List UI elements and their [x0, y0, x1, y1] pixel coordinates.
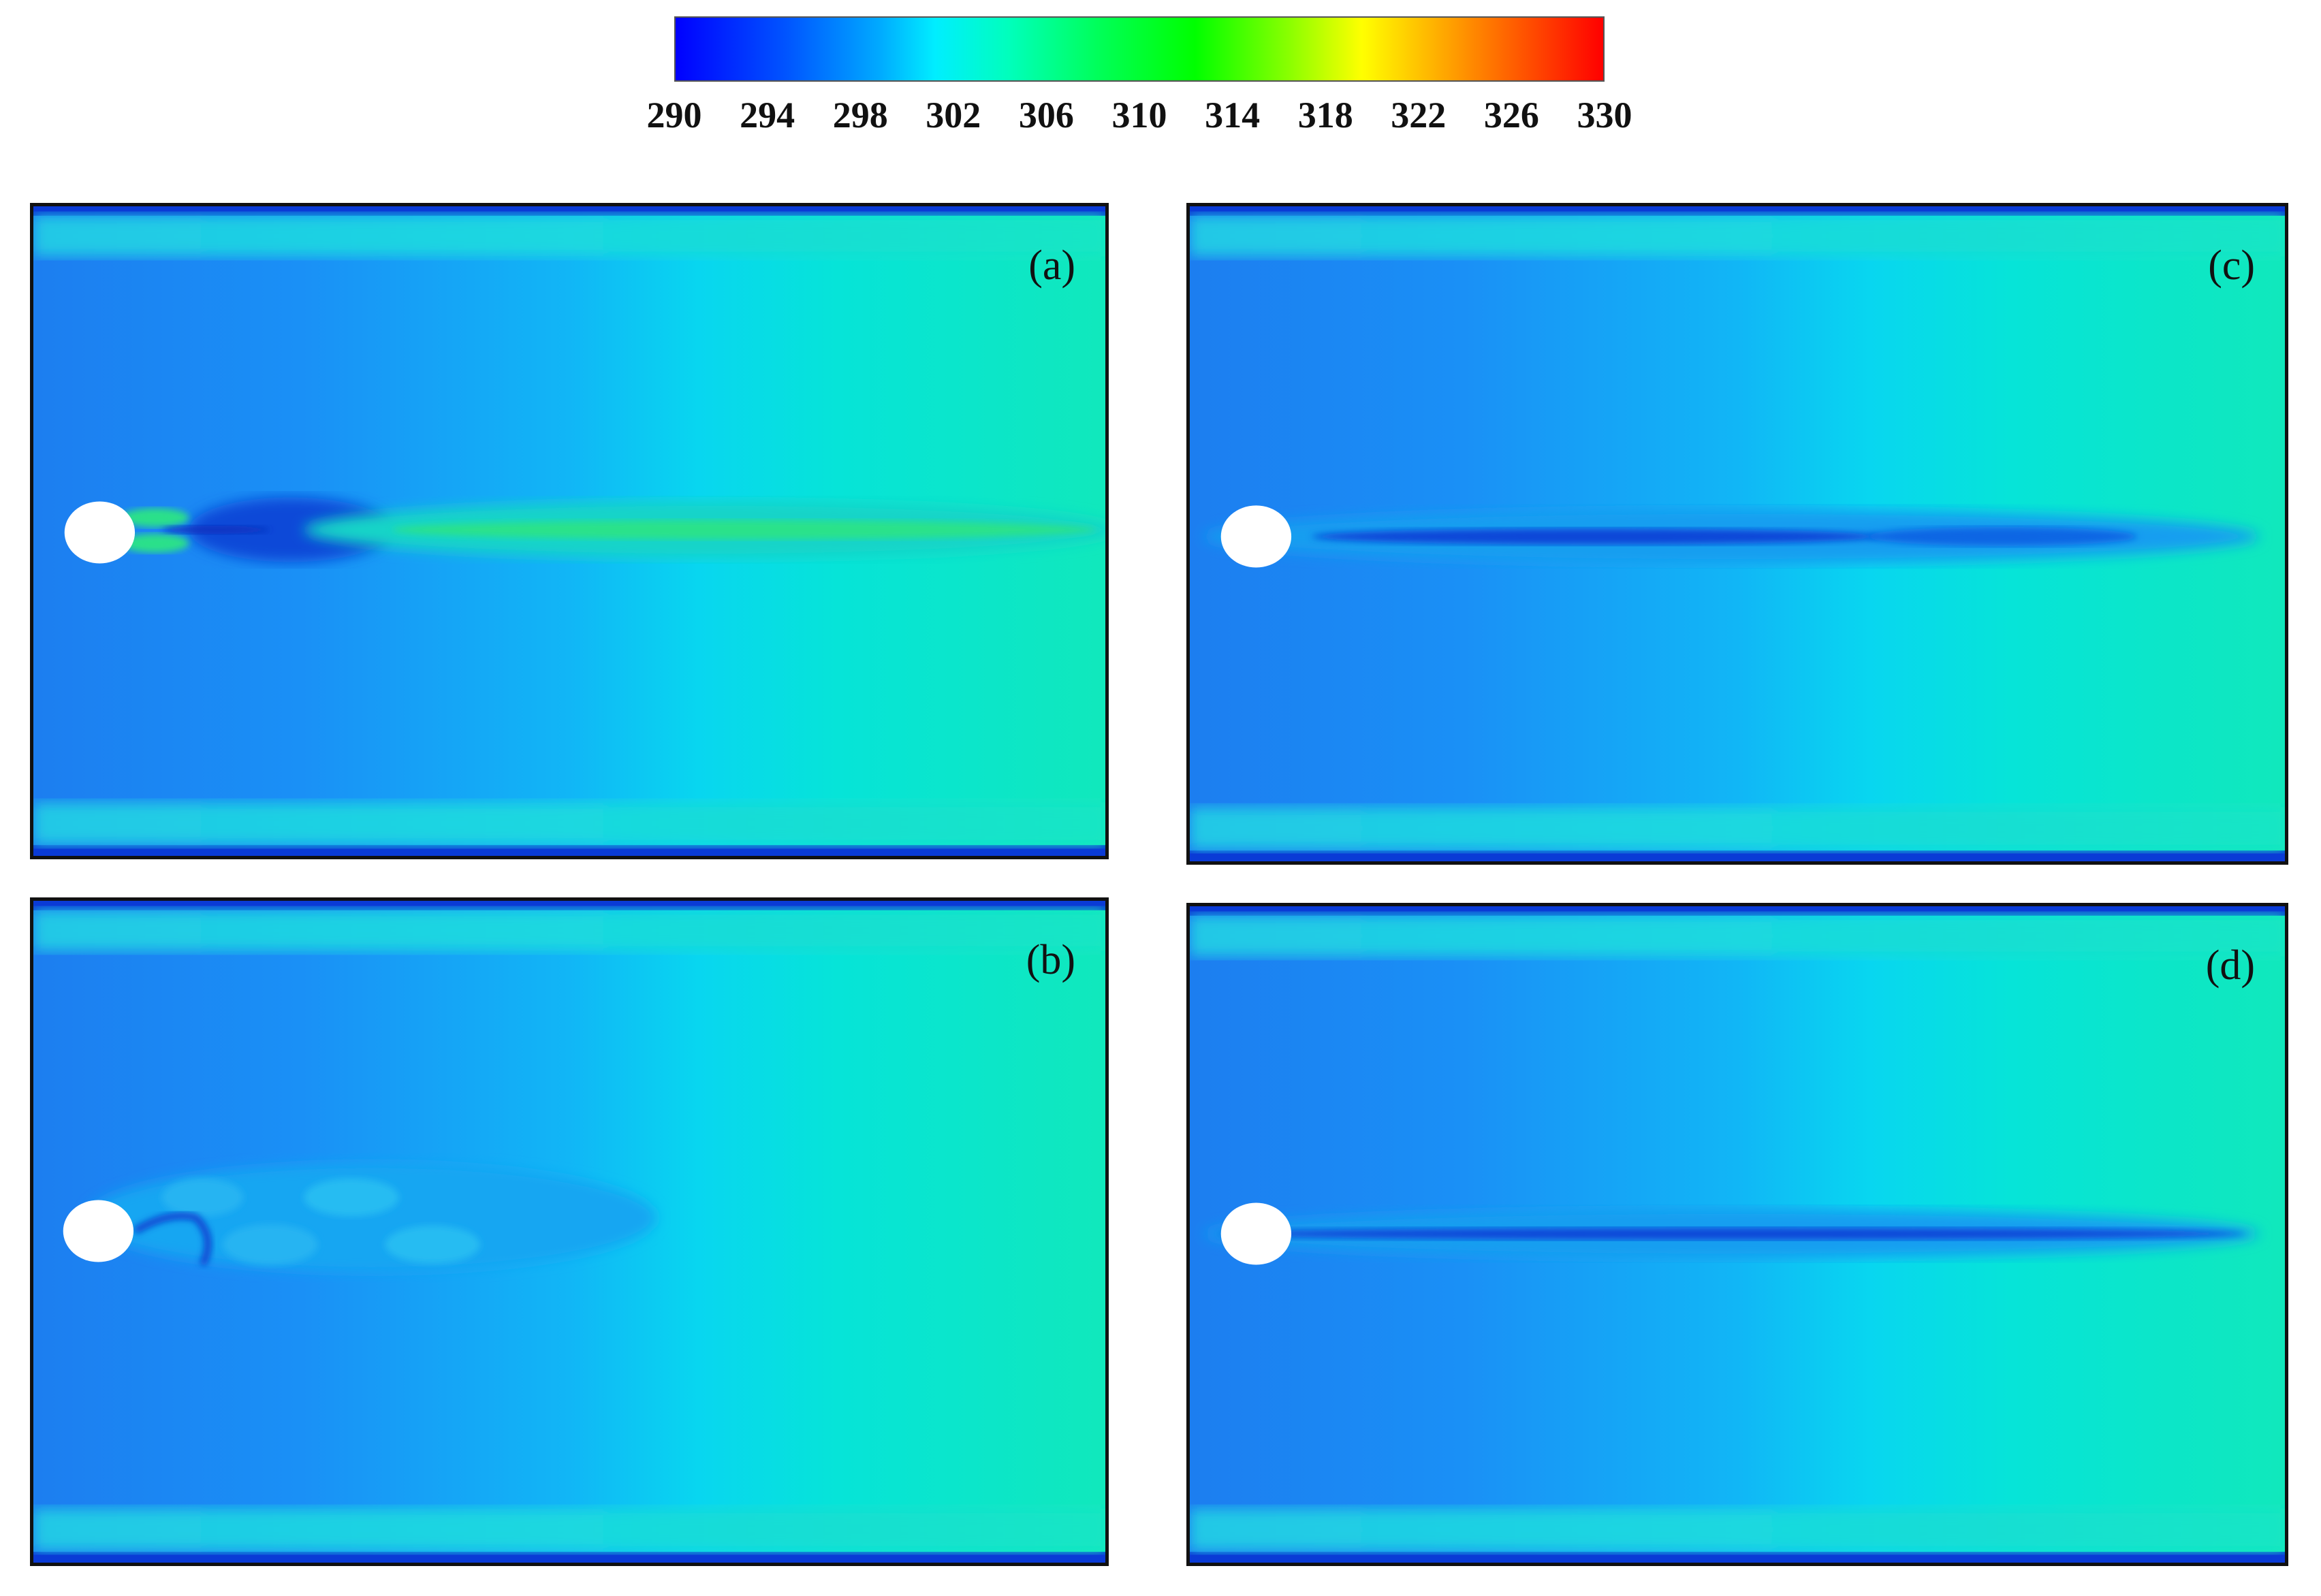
cylinder [1220, 505, 1292, 568]
colorbar-tick: 302 [926, 95, 981, 135]
cylinder [63, 1200, 134, 1262]
colorbar [674, 16, 1605, 82]
colorbar-tick: 290 [646, 95, 702, 135]
temperature-field-a [33, 206, 1105, 856]
colorbar-tick: 330 [1577, 95, 1632, 135]
cylinder [1220, 1202, 1292, 1265]
colorbar-tick: 306 [1018, 95, 1074, 135]
panel-b: (b) [30, 897, 1109, 1566]
colorbar-tick: 314 [1205, 95, 1261, 135]
colorbar-tick: 294 [740, 95, 795, 135]
panel-label: (a) [1028, 242, 1075, 289]
panel-c: (c) [1186, 203, 2288, 865]
panel-label: (b) [1026, 937, 1075, 983]
panel-label: (c) [2208, 242, 2255, 289]
colorbar-tick: 326 [1483, 95, 1539, 135]
temperature-field-c [1190, 206, 2285, 861]
temperature-field-d [1190, 906, 2285, 1563]
colorbar-tick: 298 [832, 95, 888, 135]
cylinder [64, 501, 136, 564]
panel-a: (a) [30, 203, 1109, 859]
colorbar-tick: 318 [1297, 95, 1353, 135]
colorbar-gradient [676, 18, 1603, 80]
colorbar-tick: 322 [1391, 95, 1447, 135]
panel-d: (d) [1186, 903, 2288, 1566]
colorbar-tick-labels: 290 294 298 302 306 310 314 318 322 326 … [647, 94, 1632, 148]
temperature-field-b [33, 901, 1105, 1563]
colorbar-tick: 310 [1111, 95, 1167, 135]
panel-label: (d) [2205, 942, 2255, 989]
